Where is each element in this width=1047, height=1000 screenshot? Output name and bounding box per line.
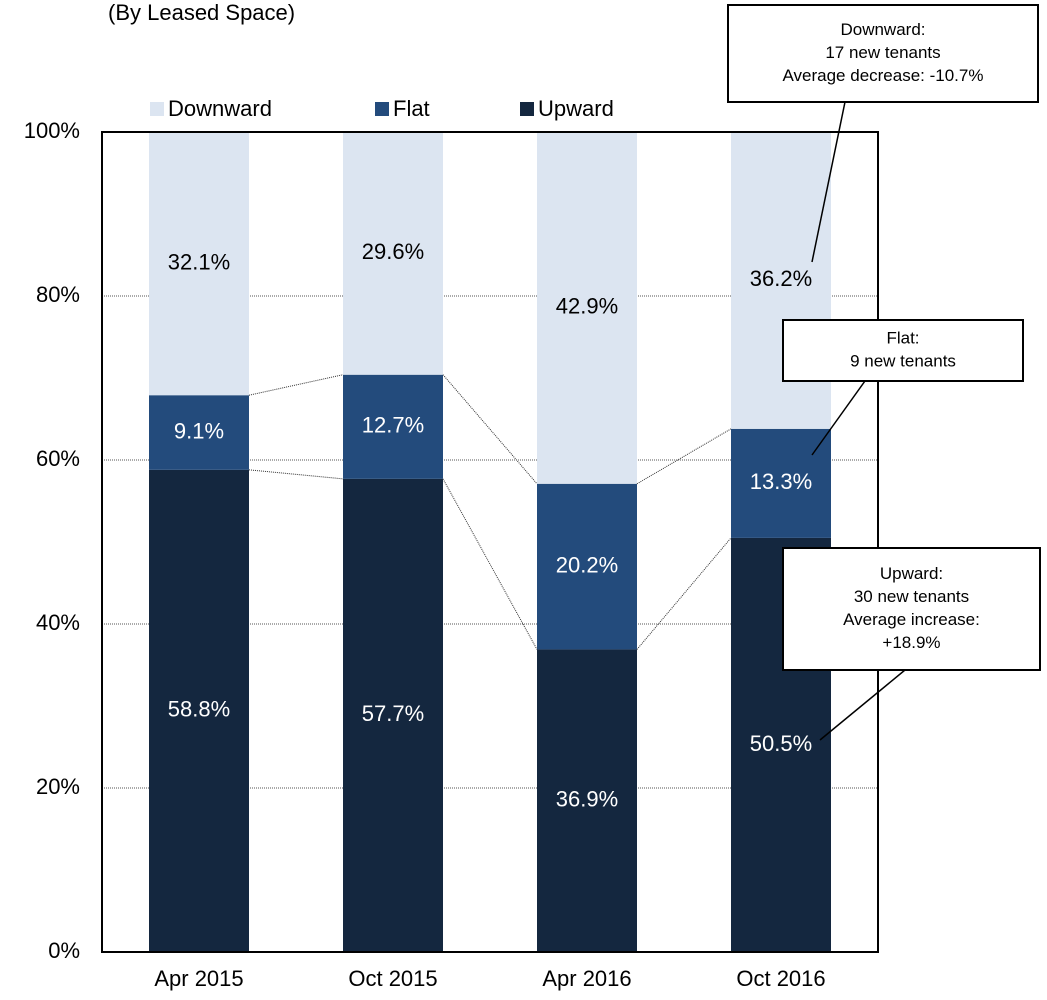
legend-swatch [520,102,534,116]
callout-text: 30 new tenants [854,587,969,606]
y-tick-label: 80% [36,282,80,307]
connector [248,374,344,396]
callout-text: 17 new tenants [825,43,940,62]
data-label: 50.5% [750,731,812,756]
bar-segment [537,483,637,650]
callout-box [782,547,1041,671]
data-label: 20.2% [556,552,618,577]
connector [636,428,732,485]
callout-text: Downward: [840,20,925,39]
legend-label: Upward [538,96,614,121]
data-label: 29.6% [362,239,424,264]
bar-segment [149,395,249,470]
callout-box [782,319,1024,382]
bar-segment [537,132,637,484]
bar-segment [343,478,443,952]
y-tick-label: 100% [24,118,80,143]
callout-text: Average decrease: -10.7% [783,66,984,85]
legend-swatch [150,102,164,116]
data-label: 57.7% [362,701,424,726]
data-label: 13.3% [750,469,812,494]
callout-text: Average increase: [843,610,980,629]
connector [636,537,732,650]
callout-leader [819,669,906,741]
callout-text: +18.9% [882,633,940,652]
chart-subtitle: (By Leased Space) [108,0,295,25]
x-tick-label: Oct 2016 [736,966,825,991]
bar-segment [343,374,443,479]
y-tick-label: 40% [36,610,80,635]
data-label: 9.1% [174,418,224,443]
plot-frame [101,131,879,953]
bar-segment [731,428,831,538]
legend-label: Downward [168,96,272,121]
data-label: 36.9% [556,787,618,812]
y-tick-label: 60% [36,446,80,471]
x-tick-label: Apr 2015 [154,966,243,991]
legend-swatch [375,102,389,116]
bar-segment [537,649,637,952]
connector [442,478,538,650]
connector [248,469,344,480]
data-label: 36.2% [750,266,812,291]
x-tick-label: Apr 2016 [542,966,631,991]
callout-text: Flat: [886,328,919,347]
callout-text: Upward: [880,564,943,583]
y-tick-label: 20% [36,774,80,799]
x-tick-label: Oct 2015 [348,966,437,991]
callout-text: 9 new tenants [850,351,956,370]
callout-leader [811,380,866,456]
connector [442,374,538,485]
legend-label: Flat [393,96,430,121]
data-label: 12.7% [362,413,424,438]
data-label: 42.9% [556,294,618,319]
data-label: 58.8% [168,697,230,722]
y-tick-label: 0% [48,938,80,963]
bar-segment [149,469,249,952]
bar-segment [149,132,249,396]
callout-leader [811,101,846,263]
bar-segment [343,132,443,375]
callout-box [727,4,1039,103]
data-label: 32.1% [168,249,230,274]
